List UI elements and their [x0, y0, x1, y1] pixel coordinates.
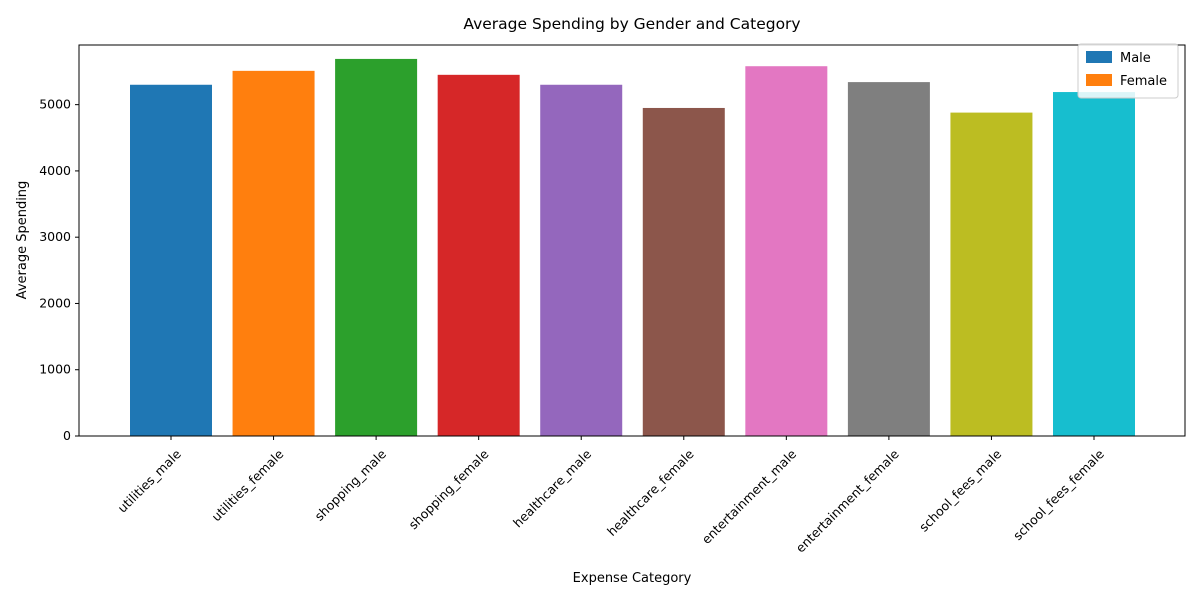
x-tick-label: school_fees_female [1010, 446, 1107, 543]
y-tick-label: 2000 [39, 295, 71, 310]
bar-utilities-female [232, 70, 315, 436]
y-tick-label: 4000 [39, 163, 71, 178]
y-tick-label: 1000 [39, 362, 71, 377]
legend-label-male: Male [1120, 51, 1151, 66]
x-tick-label: shopping_male [312, 446, 390, 524]
x-tick-label: school_fees_male [916, 446, 1005, 535]
x-tick-label: entertainment_female [793, 446, 902, 555]
x-axis-ticks: utilities_male utilities_female shopping_m… [115, 436, 1107, 555]
bar-school-fees-male [950, 112, 1033, 436]
legend-swatch-female [1086, 74, 1112, 86]
chart-title: Average Spending by Gender and Category [463, 15, 800, 33]
bar-shopping-male [335, 58, 418, 437]
x-tick-label: healthcare_male [510, 446, 594, 530]
y-tick-label: 0 [63, 428, 71, 443]
x-tick-label: utilities_male [115, 446, 185, 516]
legend-swatch-male [1086, 51, 1112, 63]
plot-frame [78, 44, 1186, 437]
bar-entertainment-male [745, 66, 828, 437]
x-tick-label: utilities_female [209, 446, 287, 524]
legend-label-female: Female [1120, 74, 1167, 89]
bar-school-fees-female [1053, 92, 1135, 437]
bars-layer [130, 58, 1135, 437]
bar-entertainment-female [847, 82, 930, 437]
legend: Male Female [1077, 43, 1179, 99]
y-axis-ticks: 0 1000 2000 3000 4000 5000 [39, 97, 79, 443]
x-tick-label: shopping_female [406, 446, 492, 532]
bar-shopping-female [437, 74, 520, 436]
x-tick-label: healthcare_female [604, 446, 697, 539]
x-axis-label: Expense Category [573, 571, 692, 586]
y-tick-label: 5000 [39, 97, 71, 112]
bar-healthcare-male [540, 84, 623, 436]
bar-healthcare-female [642, 107, 725, 437]
y-axis-label: Average Spending [15, 181, 30, 300]
y-tick-label: 3000 [39, 229, 71, 244]
bar-utilities-male [130, 84, 212, 436]
x-tick-label: entertainment_male [699, 446, 800, 547]
